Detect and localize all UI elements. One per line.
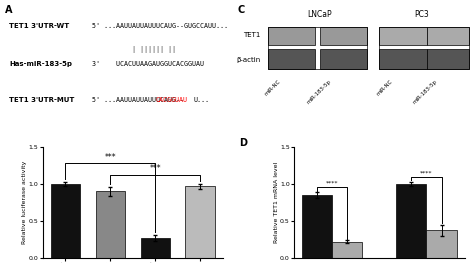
Bar: [301, 195, 332, 258]
Text: ***: ***: [104, 153, 116, 162]
Bar: [379, 27, 469, 69]
Text: | |||||| ||: | |||||| ||: [132, 47, 176, 53]
Text: CACGGUAU: CACGGUAU: [156, 97, 188, 103]
Text: 5' ...AAUUAUUAUUUCAUG--GUGCCAUU...: 5' ...AAUUAUUAUUUCAUG--GUGCCAUU...: [92, 23, 228, 29]
Text: miR-NC: miR-NC: [264, 79, 282, 97]
Text: PC3: PC3: [414, 10, 429, 19]
Text: D: D: [239, 138, 247, 148]
Bar: [185, 186, 215, 258]
Text: TET1 3'UTR-MUT: TET1 3'UTR-MUT: [9, 97, 74, 103]
Bar: [51, 184, 80, 258]
Text: ****: ****: [420, 170, 433, 175]
Text: TET1 3'UTR-WT: TET1 3'UTR-WT: [9, 23, 69, 29]
Text: 3'    UCACUUAAGAUGGUCACGGUAU: 3' UCACUUAAGAUGGUCACGGUAU: [92, 61, 204, 67]
Text: miR-NC: miR-NC: [375, 79, 393, 97]
Bar: [96, 191, 125, 258]
Text: miR-183-5p: miR-183-5p: [412, 79, 438, 105]
Bar: [268, 27, 367, 69]
Text: TET1: TET1: [243, 32, 261, 38]
Bar: [320, 49, 367, 69]
Bar: [427, 27, 469, 45]
Text: C: C: [237, 5, 244, 15]
Bar: [427, 49, 469, 69]
Text: ***: ***: [149, 164, 161, 173]
Text: Has-miR-183-5p: Has-miR-183-5p: [9, 61, 72, 67]
Y-axis label: Relative TET1 mRNA level: Relative TET1 mRNA level: [273, 162, 279, 243]
Bar: [379, 49, 427, 69]
Bar: [332, 241, 362, 258]
Bar: [396, 184, 427, 258]
Text: miR-183-5p: miR-183-5p: [306, 79, 332, 105]
Bar: [268, 49, 315, 69]
Text: ****: ****: [326, 181, 338, 186]
Bar: [141, 238, 170, 258]
Bar: [379, 27, 427, 45]
Text: U...: U...: [193, 97, 210, 103]
Text: β-actin: β-actin: [237, 57, 261, 63]
Bar: [268, 27, 315, 45]
Text: A: A: [5, 5, 12, 15]
Bar: [320, 27, 367, 45]
Text: 5' ...AAUUAUUAUUUCAUG--: 5' ...AAUUAUUAUUUCAUG--: [92, 97, 184, 103]
Y-axis label: Relative luciferase activity: Relative luciferase activity: [22, 161, 27, 244]
Text: LNCaP: LNCaP: [308, 10, 332, 19]
Bar: [427, 230, 457, 258]
